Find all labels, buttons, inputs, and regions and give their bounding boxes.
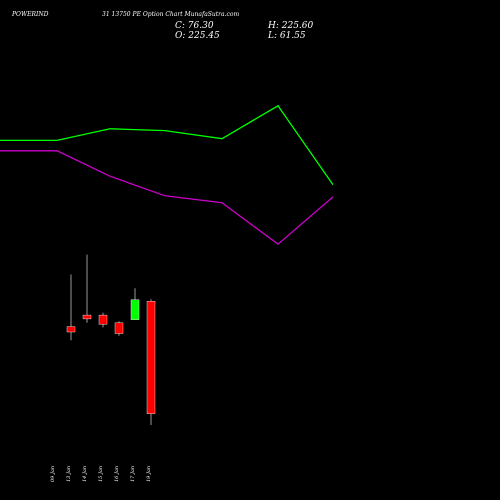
close-value: C: 76.30 bbox=[175, 21, 214, 31]
overlay-line-green bbox=[0, 104, 334, 186]
candle-19-jan bbox=[146, 299, 156, 425]
x-tick-label: 09 Jan bbox=[50, 466, 56, 482]
candle-body bbox=[98, 314, 108, 325]
chart-subtitle: 31 13750 PE Option Chart MunafaSutra.com bbox=[102, 11, 240, 18]
x-tick-label: 16 Jan bbox=[114, 466, 120, 482]
x-axis-ticks: 09 Jan 13 Jan 14 Jan 15 Jan 16 Jan 17 Jan 19 J… bbox=[50, 466, 152, 482]
candles bbox=[66, 254, 156, 425]
candle-body bbox=[130, 299, 140, 320]
candle-13-jan bbox=[66, 274, 76, 341]
candle-15-jan bbox=[98, 312, 108, 328]
overlay-line-purple bbox=[0, 150, 334, 246]
high-value: H: 225.60 bbox=[267, 21, 314, 31]
x-tick-label: 17 Jan bbox=[130, 466, 136, 482]
x-tick-label: 13 Jan bbox=[66, 466, 72, 482]
chart-symbol: POWERIND bbox=[11, 11, 49, 18]
x-tick-label: 15 Jan bbox=[98, 466, 104, 482]
candle-body bbox=[82, 314, 92, 320]
candle-body bbox=[66, 326, 76, 333]
x-tick-label: 14 Jan bbox=[82, 466, 88, 482]
candle-16-jan bbox=[114, 321, 124, 336]
low-value: L: 61.55 bbox=[267, 31, 306, 41]
overlay-lines bbox=[0, 104, 334, 246]
candle-17-jan bbox=[130, 288, 140, 320]
candle-body bbox=[114, 322, 124, 334]
x-tick-label: 19 Jan bbox=[146, 466, 152, 482]
candle-14-jan bbox=[82, 254, 92, 323]
candle-body bbox=[146, 301, 156, 414]
open-value: O: 225.45 bbox=[175, 31, 220, 41]
